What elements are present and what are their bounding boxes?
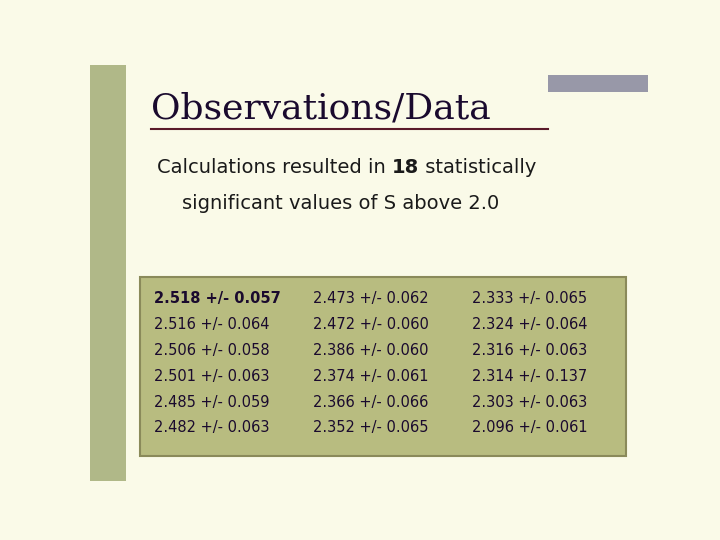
Text: 2.501 +/- 0.063: 2.501 +/- 0.063	[154, 369, 270, 384]
Text: 2.352 +/- 0.065: 2.352 +/- 0.065	[313, 420, 428, 435]
Text: 2.333 +/- 0.065: 2.333 +/- 0.065	[472, 292, 588, 306]
Text: 18: 18	[392, 158, 419, 177]
FancyBboxPatch shape	[140, 277, 626, 456]
Text: 2.386 +/- 0.060: 2.386 +/- 0.060	[313, 343, 428, 358]
FancyBboxPatch shape	[547, 75, 648, 92]
Text: 2.096 +/- 0.061: 2.096 +/- 0.061	[472, 420, 588, 435]
Text: 2.374 +/- 0.061: 2.374 +/- 0.061	[313, 369, 428, 384]
Text: 2.303 +/- 0.063: 2.303 +/- 0.063	[472, 395, 588, 409]
Text: Observations/Data: Observations/Data	[151, 92, 491, 126]
Text: 2.472 +/- 0.060: 2.472 +/- 0.060	[313, 317, 429, 332]
Text: 2.316 +/- 0.063: 2.316 +/- 0.063	[472, 343, 588, 358]
Text: 2.482 +/- 0.063: 2.482 +/- 0.063	[154, 420, 270, 435]
Text: 2.314 +/- 0.137: 2.314 +/- 0.137	[472, 369, 588, 384]
Text: 2.518 +/- 0.057: 2.518 +/- 0.057	[154, 292, 281, 306]
Text: significant values of S above 2.0: significant values of S above 2.0	[182, 194, 500, 213]
FancyBboxPatch shape	[90, 65, 126, 481]
Text: statistically: statistically	[419, 158, 536, 177]
Text: 2.473 +/- 0.062: 2.473 +/- 0.062	[313, 292, 429, 306]
Text: 2.485 +/- 0.059: 2.485 +/- 0.059	[154, 395, 270, 409]
Text: 2.324 +/- 0.064: 2.324 +/- 0.064	[472, 317, 588, 332]
Text: 2.366 +/- 0.066: 2.366 +/- 0.066	[313, 395, 428, 409]
Text: 2.506 +/- 0.058: 2.506 +/- 0.058	[154, 343, 270, 358]
Text: Calculations resulted in: Calculations resulted in	[157, 158, 392, 177]
Text: 2.516 +/- 0.064: 2.516 +/- 0.064	[154, 317, 270, 332]
